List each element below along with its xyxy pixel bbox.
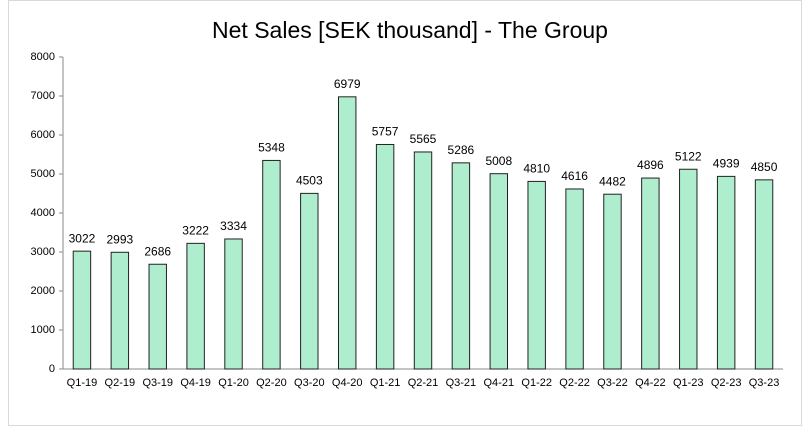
bar	[337, 96, 357, 370]
y-tick-label: 5000	[31, 168, 55, 180]
y-tick-label: 7000	[31, 90, 55, 102]
data-label: 4850	[751, 160, 778, 174]
x-tick-label: Q2-21	[408, 377, 439, 389]
chart-title: Net Sales [SEK thousand] - The Group	[212, 17, 608, 43]
data-label: 3022	[69, 231, 96, 245]
data-label: 2686	[144, 244, 171, 258]
x-tick-label: Q3-20	[294, 377, 325, 389]
x-tick-label: Q2-22	[559, 377, 590, 389]
bar	[754, 179, 774, 370]
data-label: 3222	[182, 224, 209, 238]
bar	[527, 180, 546, 370]
bar	[413, 151, 433, 370]
data-label: 6979	[334, 77, 361, 91]
y-tick-label: 0	[49, 363, 55, 375]
x-tick-label: Q3-22	[597, 377, 628, 389]
data-label: 5757	[372, 125, 399, 139]
x-tick-label: Q3-21	[446, 377, 477, 389]
data-label: 3334	[220, 219, 247, 233]
bar	[186, 242, 205, 370]
x-tick-label: Q2-19	[105, 377, 136, 389]
data-label: 5565	[410, 132, 437, 146]
x-tick-label: Q4-22	[635, 377, 666, 389]
data-label: 5122	[675, 149, 702, 163]
x-tick-label: Q1-23	[673, 377, 704, 389]
data-label: 2993	[106, 232, 133, 246]
x-tick-label: Q1-20	[218, 377, 249, 389]
bar	[110, 251, 130, 370]
data-label: 4503	[296, 174, 323, 188]
x-tick-label: Q1-21	[370, 377, 401, 389]
data-label: 4616	[561, 169, 588, 183]
bar	[565, 188, 584, 370]
bar	[375, 143, 395, 370]
x-tick-label: Q4-21	[484, 377, 515, 389]
x-tick-label: Q2-23	[711, 377, 742, 389]
data-label: 5286	[448, 143, 475, 157]
bar	[716, 175, 736, 370]
x-tick-label: Q1-19	[67, 377, 98, 389]
bar	[300, 192, 319, 370]
x-tick-label: Q4-20	[332, 377, 363, 389]
y-tick-label: 4000	[31, 207, 55, 219]
x-tick-label: Q4-19	[180, 377, 211, 389]
data-label: 4810	[523, 162, 550, 176]
bar	[224, 238, 243, 370]
data-label: 4896	[637, 158, 664, 172]
bar	[451, 162, 471, 370]
bar	[262, 159, 281, 370]
y-tick-label: 8000	[31, 51, 55, 63]
data-label: 4939	[713, 157, 740, 171]
bar	[72, 250, 92, 370]
data-label: 5008	[485, 154, 512, 168]
y-tick-label: 2000	[31, 285, 55, 297]
y-tick-label: 3000	[31, 246, 55, 258]
x-tick-label: Q2-20	[256, 377, 287, 389]
data-label: 4482	[599, 174, 626, 188]
x-tick-label: Q3-19	[142, 377, 173, 389]
bar	[148, 263, 167, 370]
y-tick-label: 1000	[31, 324, 55, 336]
bar	[603, 193, 622, 370]
data-label: 5348	[258, 141, 285, 155]
bar	[489, 173, 509, 370]
x-tick-label: Q1-22	[521, 377, 552, 389]
y-tick-label: 6000	[31, 129, 55, 141]
bar	[641, 177, 660, 370]
x-tick-label: Q3-23	[749, 377, 780, 389]
bar	[679, 168, 698, 370]
